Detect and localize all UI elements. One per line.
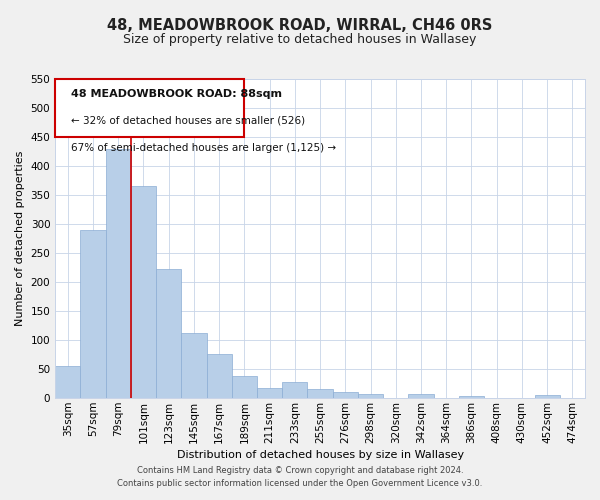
Bar bbox=[307, 390, 332, 398]
Text: 67% of semi-detached houses are larger (1,125) →: 67% of semi-detached houses are larger (… bbox=[71, 143, 336, 153]
Bar bbox=[80, 230, 106, 398]
Bar bbox=[206, 354, 232, 398]
FancyBboxPatch shape bbox=[55, 79, 244, 137]
Bar bbox=[55, 366, 80, 398]
Bar bbox=[535, 396, 560, 398]
Bar bbox=[131, 186, 156, 398]
Text: 48, MEADOWBROOK ROAD, WIRRAL, CH46 0RS: 48, MEADOWBROOK ROAD, WIRRAL, CH46 0RS bbox=[107, 18, 493, 32]
Text: 48 MEADOWBROOK ROAD: 88sqm: 48 MEADOWBROOK ROAD: 88sqm bbox=[71, 88, 282, 99]
Text: ← 32% of detached houses are smaller (526): ← 32% of detached houses are smaller (52… bbox=[71, 116, 305, 126]
Bar bbox=[459, 396, 484, 398]
Y-axis label: Number of detached properties: Number of detached properties bbox=[15, 151, 25, 326]
Bar bbox=[282, 382, 307, 398]
Bar bbox=[181, 332, 206, 398]
Text: Contains HM Land Registry data © Crown copyright and database right 2024.
Contai: Contains HM Land Registry data © Crown c… bbox=[118, 466, 482, 487]
Bar bbox=[232, 376, 257, 398]
X-axis label: Distribution of detached houses by size in Wallasey: Distribution of detached houses by size … bbox=[176, 450, 464, 460]
Bar bbox=[358, 394, 383, 398]
Bar bbox=[106, 148, 131, 398]
Bar bbox=[257, 388, 282, 398]
Text: Size of property relative to detached houses in Wallasey: Size of property relative to detached ho… bbox=[124, 32, 476, 46]
Bar bbox=[409, 394, 434, 398]
Bar bbox=[156, 269, 181, 398]
Bar bbox=[332, 392, 358, 398]
